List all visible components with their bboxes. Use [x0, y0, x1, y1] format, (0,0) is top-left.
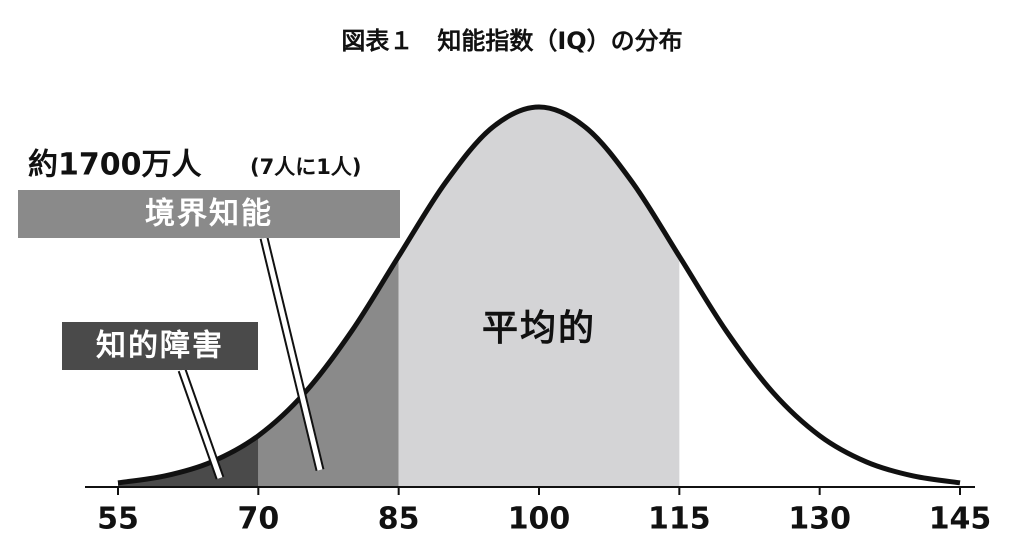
annotation-sub: (7人に1人): [250, 155, 361, 179]
x-tick-label: 85: [378, 502, 420, 537]
pointer: [179, 369, 223, 479]
curve-layer: [117, 104, 961, 486]
region-label: 境界知能: [145, 197, 273, 232]
chart-title: 図表１ 知能指数（IQ）の分布: [341, 27, 682, 55]
x-tick-label: 100: [508, 502, 571, 537]
region-label: 知的障害: [96, 329, 224, 364]
label-box: [18, 190, 400, 238]
density-curve: [117, 104, 961, 486]
x-axis: 55 70 85 100 115 130 145: [85, 486, 992, 537]
label-box: [62, 322, 258, 370]
x-tick-label: 115: [648, 502, 711, 537]
pointer: [261, 237, 323, 471]
region-label: 平均的: [482, 308, 596, 349]
x-tick-label: 130: [788, 502, 851, 537]
region: [398, 107, 680, 487]
x-tick-label: 70: [237, 502, 279, 537]
x-tick-label: 145: [929, 502, 992, 537]
annotation-main: 約1700万人: [28, 148, 202, 183]
x-tick-label: 55: [97, 502, 139, 537]
